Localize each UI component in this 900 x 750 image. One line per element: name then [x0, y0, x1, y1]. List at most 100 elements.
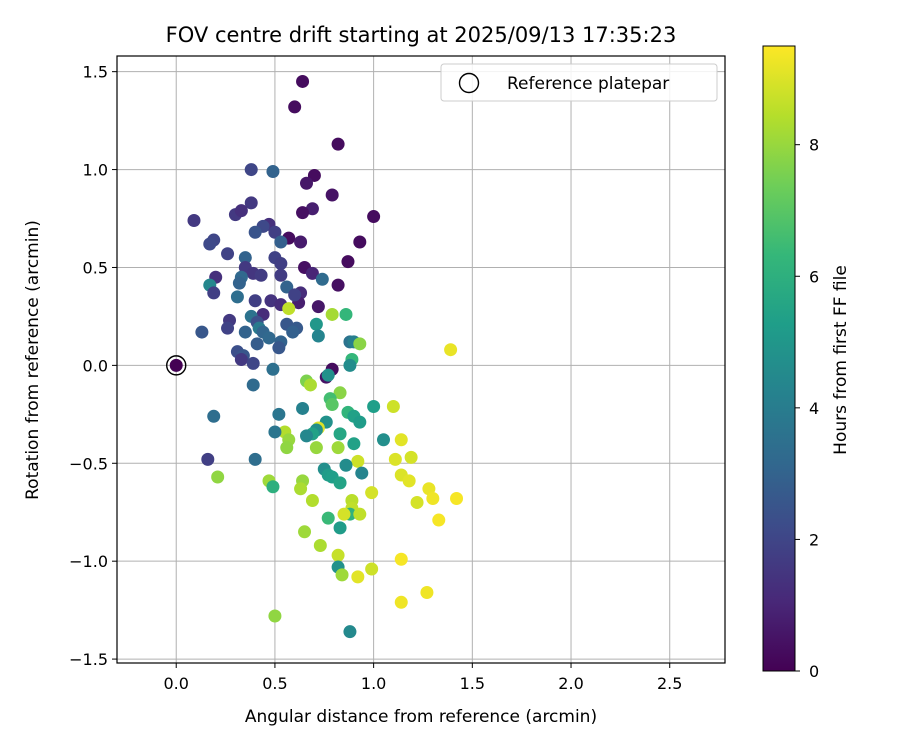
y-tick-label: −1.0: [69, 552, 108, 571]
data-point: [321, 511, 335, 525]
legend-entry-reference: Reference platepar: [507, 74, 669, 94]
data-point: [221, 247, 235, 261]
legend-box: [440, 63, 718, 102]
data-point: [339, 307, 353, 321]
data-point: [394, 433, 408, 447]
data-point: [305, 266, 319, 280]
data-point: [266, 480, 280, 494]
data-point: [274, 257, 288, 271]
data-point: [246, 378, 260, 392]
data-point: [404, 450, 418, 464]
y-axis-ticks: −1.5 −1.0 −0.5 0.0 0.5 1.0 1.5: [69, 63, 117, 669]
data-point: [422, 482, 436, 496]
data-point: [250, 337, 264, 351]
data-point: [331, 441, 345, 455]
data-point: [268, 225, 282, 239]
data-point: [248, 294, 262, 308]
colorbar-tick-label: 8: [809, 136, 819, 155]
data-point: [268, 609, 282, 623]
data-points: [187, 74, 464, 639]
data-point: [333, 521, 347, 535]
y-tick-label: 1.5: [83, 63, 108, 82]
x-tick-label: 1.5: [460, 674, 485, 693]
data-point: [343, 358, 357, 372]
legend-reference-marker: [458, 72, 480, 94]
data-point: [272, 407, 286, 421]
data-point: [248, 452, 262, 466]
data-point: [325, 188, 339, 202]
data-point: [280, 280, 294, 294]
data-point: [365, 562, 379, 576]
data-point: [343, 625, 357, 639]
data-point: [282, 302, 296, 316]
data-point: [211, 470, 225, 484]
data-point: [234, 353, 248, 366]
data-point: [313, 539, 327, 553]
data-point: [367, 399, 381, 413]
x-axis-label: Angular distance from reference (arcmin): [245, 707, 597, 727]
x-tick-label: 0.0: [163, 674, 188, 693]
x-tick-label: 2.0: [558, 674, 583, 693]
colorbar-tick-label: 6: [809, 267, 819, 286]
data-point: [274, 235, 288, 249]
data-point: [288, 288, 302, 302]
data-point: [331, 278, 345, 292]
data-point: [238, 251, 252, 265]
data-point: [300, 176, 314, 190]
data-point: [309, 441, 323, 455]
data-point: [296, 74, 310, 88]
data-point: [315, 272, 329, 286]
data-point: [244, 196, 258, 210]
data-point: [325, 398, 339, 412]
data-point: [280, 441, 294, 455]
data-point: [355, 466, 369, 480]
data-point: [394, 595, 408, 609]
data-point: [353, 415, 367, 429]
x-tick-label: 1.0: [361, 674, 386, 693]
data-point: [335, 568, 349, 582]
data-point: [388, 452, 402, 466]
data-point: [298, 525, 312, 539]
data-point: [386, 399, 400, 413]
data-point: [347, 437, 361, 451]
data-point: [339, 458, 353, 472]
data-point: [234, 204, 248, 218]
data-point: [266, 165, 280, 179]
data-point: [294, 235, 308, 249]
data-point: [426, 492, 440, 506]
data-point: [272, 341, 286, 355]
data-point: [333, 386, 347, 400]
grid-lines: [117, 56, 725, 663]
data-point: [341, 255, 355, 269]
data-point: [353, 235, 367, 249]
data-point: [444, 343, 458, 357]
data-point: [296, 401, 310, 415]
data-point: [264, 294, 278, 308]
data-point: [266, 362, 280, 376]
data-point: [311, 329, 325, 343]
data-point: [311, 300, 325, 314]
data-point: [351, 454, 365, 468]
data-point: [353, 507, 367, 521]
y-axis-label: Rotation from reference (arcmin): [23, 220, 43, 500]
data-point: [432, 513, 446, 527]
y-tick-label: −0.5: [69, 454, 108, 473]
data-point: [254, 268, 268, 282]
x-tick-label: 0.5: [262, 674, 287, 693]
data-point: [351, 570, 365, 584]
reference-point-fill: [169, 358, 183, 372]
y-tick-label: 1.0: [83, 161, 108, 180]
data-point: [300, 429, 314, 443]
data-point: [207, 409, 221, 423]
colorbar-ticks: 0 2 4 6 8: [795, 136, 819, 681]
data-point: [246, 356, 260, 370]
colorbar-tick-label: 2: [809, 530, 819, 549]
data-point: [288, 100, 302, 114]
data-point: [244, 163, 258, 177]
y-tick-label: 0.5: [83, 258, 108, 277]
data-point: [309, 317, 323, 331]
legend: Reference platepar: [440, 63, 718, 102]
data-point: [238, 325, 252, 339]
y-tick-label: 0.0: [83, 356, 108, 375]
